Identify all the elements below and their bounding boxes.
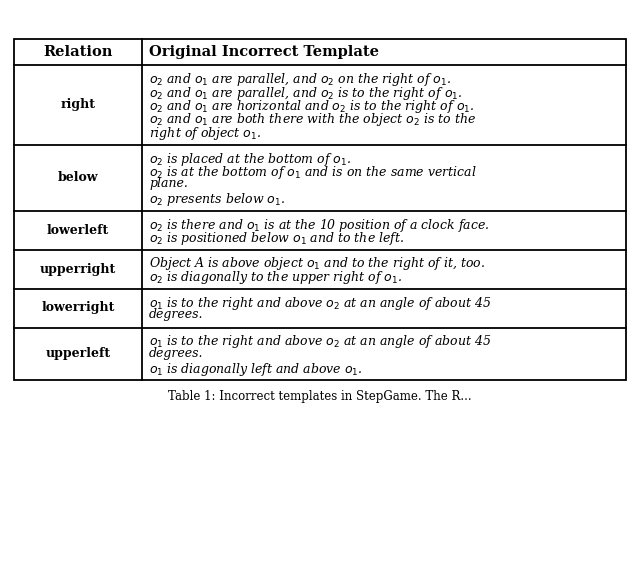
- Text: $o_2$ is at the bottom of $o_1$ and is on the same vertical: $o_2$ is at the bottom of $o_1$ and is o…: [149, 164, 477, 181]
- Bar: [14, 39, 626, 380]
- Text: Relation: Relation: [44, 45, 113, 59]
- Text: right: right: [61, 99, 95, 111]
- Text: lowerright: lowerright: [42, 302, 115, 315]
- Text: Original Incorrect Template: Original Incorrect Template: [149, 45, 379, 59]
- Text: lowerleft: lowerleft: [47, 224, 109, 236]
- Text: Table 1: Incorrect templates in StepGame. The R...: Table 1: Incorrect templates in StepGame…: [168, 390, 472, 403]
- Text: right of object $o_1$.: right of object $o_1$.: [149, 125, 261, 142]
- Text: $o_2$ is positioned below $o_1$ and to the left.: $o_2$ is positioned below $o_1$ and to t…: [149, 230, 404, 247]
- Text: $o_2$ and $o_1$ are horizontal and $o_2$ is to the right of $o_1$.: $o_2$ and $o_1$ are horizontal and $o_2$…: [149, 98, 474, 115]
- Text: $o_2$ and $o_1$ are parallel, and $o_2$ on the right of $o_1$.: $o_2$ and $o_1$ are parallel, and $o_2$ …: [149, 71, 451, 88]
- Text: $o_2$ and $o_1$ are both there with the object $o_2$ is to the: $o_2$ and $o_1$ are both there with the …: [149, 111, 476, 128]
- Text: $o_2$ is there and $o_1$ is at the 10 position of a clock face.: $o_2$ is there and $o_1$ is at the 10 po…: [149, 217, 490, 234]
- Text: below: below: [58, 171, 99, 184]
- Text: degrees.: degrees.: [149, 347, 204, 360]
- Text: degrees.: degrees.: [149, 308, 204, 321]
- Text: $o_2$ is diagonally to the upper right of $o_1$.: $o_2$ is diagonally to the upper right o…: [149, 269, 403, 286]
- Text: $o_2$ and $o_1$ are parallel, and $o_2$ is to the right of $o_1$.: $o_2$ and $o_1$ are parallel, and $o_2$ …: [149, 84, 463, 101]
- Text: upperright: upperright: [40, 262, 116, 275]
- Text: plane.: plane.: [149, 177, 188, 190]
- Text: $o_1$ is to the right and above $o_2$ at an angle of about 45: $o_1$ is to the right and above $o_2$ at…: [149, 333, 492, 351]
- Text: upperleft: upperleft: [45, 347, 111, 360]
- Text: Object A is above object $o_1$ and to the right of it, too.: Object A is above object $o_1$ and to th…: [149, 256, 485, 272]
- Text: $o_2$ is placed at the bottom of $o_1$.: $o_2$ is placed at the bottom of $o_1$.: [149, 150, 351, 168]
- Text: $o_1$ is to the right and above $o_2$ at an angle of about 45: $o_1$ is to the right and above $o_2$ at…: [149, 294, 492, 311]
- Text: $o_1$ is diagonally left and above $o_1$.: $o_1$ is diagonally left and above $o_1$…: [149, 360, 363, 378]
- Text: $o_2$ presents below $o_1$.: $o_2$ presents below $o_1$.: [149, 191, 285, 208]
